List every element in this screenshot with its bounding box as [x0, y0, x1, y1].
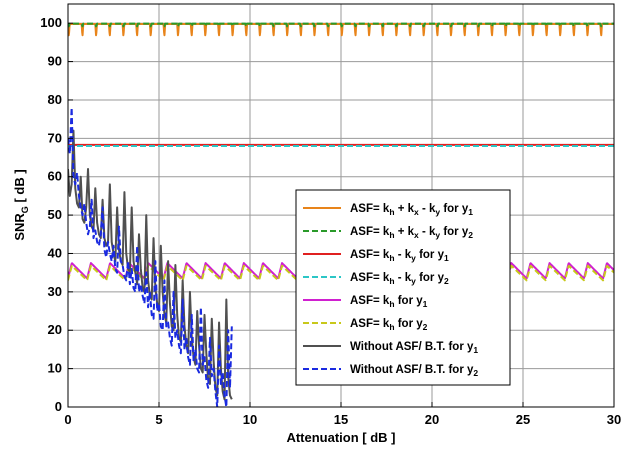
- legend-label-part: 2: [444, 276, 449, 286]
- legend-label-s7: Without ASF/ B.T. for y1: [350, 341, 478, 355]
- y-tick-label: 80: [48, 92, 62, 107]
- legend-label-part: h: [389, 299, 394, 309]
- legend-label-part: for y: [416, 249, 445, 261]
- legend-label-part: for y: [416, 272, 445, 284]
- series-layer: [68, 22, 614, 407]
- y-axis-label: SNRG [ dB ]: [12, 169, 30, 240]
- legend-label-part: + k: [395, 226, 415, 238]
- y-axis-label-main: SNR: [12, 213, 27, 241]
- legend-label-s1: ASF= kh + kx - ky for y1: [350, 203, 473, 217]
- legend-label-s2: ASF= kh + kx - ky for y2: [350, 226, 473, 240]
- y-tick-label: 0: [55, 399, 62, 414]
- y-tick-label: 40: [48, 245, 62, 260]
- x-tick-label: 20: [425, 412, 439, 427]
- legend-label-part: Without ASF/ B.T. for y: [350, 364, 474, 376]
- legend-label-part: ASF= k: [350, 203, 390, 215]
- legend-box: [295, 189, 511, 386]
- y-tick-label: 30: [48, 284, 62, 299]
- legend-label-part: - k: [419, 226, 436, 238]
- y-tick-label: 70: [48, 130, 62, 145]
- legend-label-part: - k: [395, 249, 412, 261]
- y-tick-label: 20: [48, 322, 62, 337]
- legend-label-part: + k: [395, 203, 415, 215]
- y-tick-label: 10: [48, 361, 62, 376]
- legend-label-part: 1: [423, 299, 428, 309]
- legend-label-s4: ASF= kh - ky for y2: [350, 272, 449, 286]
- legend-label-part: 1: [444, 253, 449, 263]
- x-tick-label: 0: [64, 412, 71, 427]
- legend-label-part: y: [411, 253, 416, 263]
- y-tick-label: 90: [48, 54, 62, 69]
- legend-label-s6: ASF= kh for y2: [350, 318, 428, 332]
- legend-label-s3: ASF= kh - ky for y1: [350, 249, 449, 263]
- legend-label-part: ASF= k: [350, 272, 390, 284]
- legend-label-part: for y: [440, 203, 469, 215]
- legend-label-part: 2: [468, 230, 473, 240]
- legend-label-part: ASF= k: [350, 249, 390, 261]
- x-tick-label: 5: [155, 412, 162, 427]
- x-tick-label: 10: [243, 412, 257, 427]
- series-line-s8: [68, 106, 233, 407]
- legend-label-part: for y: [440, 226, 469, 238]
- legend-label-part: h: [389, 322, 394, 332]
- legend-label-part: h: [389, 207, 394, 217]
- legend-label-part: - k: [395, 272, 412, 284]
- legend-label-part: ASF= k: [350, 226, 390, 238]
- y-axis-label-tail: [ dB ]: [12, 169, 27, 206]
- legend-label-part: Without ASF/ B.T. for y: [350, 341, 474, 353]
- legend-label-part: y: [411, 276, 416, 286]
- legend-label-part: x: [414, 207, 419, 217]
- legend-label-s8: Without ASF/ B.T. for y2: [350, 364, 478, 378]
- y-axis-label-sub: G: [20, 206, 30, 213]
- x-tick-label: 25: [516, 412, 530, 427]
- legend-label-part: - k: [419, 203, 436, 215]
- legend-label-part: h: [389, 253, 394, 263]
- legend-label-part: for y: [395, 318, 424, 330]
- legend-label-part: y: [435, 207, 440, 217]
- legend-label-part: h: [389, 230, 394, 240]
- legend-label-part: 2: [423, 322, 428, 332]
- series-line-s2: [68, 22, 614, 28]
- legend-label-part: ASF= k: [350, 295, 390, 307]
- legend-label-part: 1: [473, 345, 478, 355]
- legend-label-s5: ASF= kh for y1: [350, 295, 428, 309]
- legend-label-part: for y: [395, 295, 424, 307]
- y-tick-label: 100: [40, 15, 62, 30]
- x-tick-label: 15: [334, 412, 348, 427]
- y-tick-label: 60: [48, 169, 62, 184]
- legend-label-part: ASF= k: [350, 318, 390, 330]
- legend-label-part: y: [435, 230, 440, 240]
- axis-ticks: 0 5 10 15 20 25 30 0 10 20 30 40 50 60 70 80 90 100: [40, 15, 621, 427]
- x-tick-label: 30: [607, 412, 621, 427]
- legend-label-part: h: [389, 276, 394, 286]
- legend-label-part: x: [414, 230, 419, 240]
- legend-label-part: 2: [473, 368, 478, 378]
- x-axis-label: Attenuation [ dB ]: [286, 430, 395, 445]
- legend-label-part: 1: [468, 207, 473, 217]
- y-tick-label: 50: [48, 207, 62, 222]
